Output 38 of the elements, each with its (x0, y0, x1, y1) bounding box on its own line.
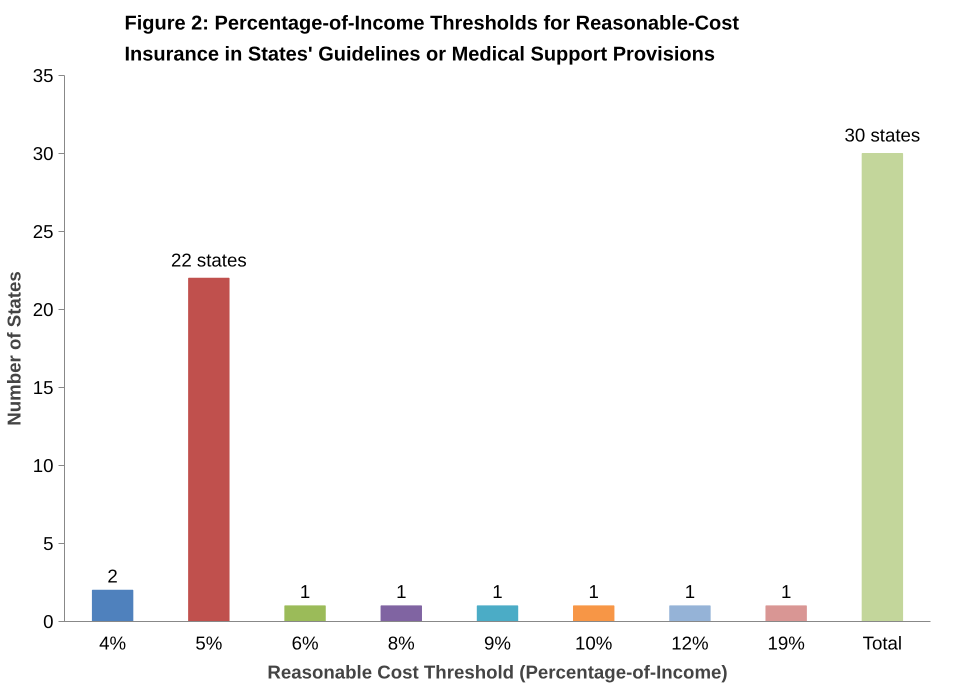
x-tick-label: Total (862, 632, 902, 654)
bar (284, 605, 326, 622)
y-tick-label: 35 (32, 65, 54, 86)
bar (669, 605, 711, 622)
x-tick-label: 5% (195, 632, 222, 654)
bar (862, 153, 904, 622)
x-tick-label: 4% (99, 632, 126, 654)
x-tick-label: 10% (575, 632, 612, 654)
bar (188, 278, 230, 622)
data-label: 2 (107, 565, 118, 586)
x-tick-label: 19% (767, 632, 805, 654)
bar (380, 605, 422, 622)
y-tick-label: 0 (43, 611, 54, 632)
y-tick-label: 20 (32, 299, 54, 320)
y-axis-title: Number of States (4, 271, 25, 426)
data-label: 22 states (170, 249, 247, 270)
y-tick-label: 25 (32, 221, 54, 242)
data-label: 30 states (844, 124, 920, 146)
x-tick-label: 8% (388, 632, 415, 654)
chart-title: Figure 2: Percentage-of-Income Thresholds for Reasonable-Cost Insurance in States' Guidelines or Medical Support Provisions (124, 12, 740, 66)
x-axis-title: Reasonable Cost Threshold (Percentage-of-Income) (267, 662, 728, 682)
y-tick-label: 10 (32, 455, 54, 476)
data-label: 1 (588, 580, 599, 602)
bar (573, 605, 614, 622)
bar (92, 590, 134, 622)
bar (765, 605, 807, 622)
y-tick-label: 15 (32, 377, 54, 398)
data-label: 1 (300, 580, 310, 602)
data-label: 1 (396, 580, 406, 602)
data-label: 1 (492, 580, 503, 602)
x-tick-label: 12% (671, 632, 709, 654)
y-tick-label: 5 (43, 533, 54, 554)
data-label: 1 (780, 580, 792, 602)
data-label: 1 (684, 580, 696, 602)
bar (476, 605, 518, 622)
y-tick-label: 30 (32, 143, 54, 164)
x-tick-label: 9% (484, 632, 511, 654)
x-tick-label: 6% (292, 632, 319, 654)
